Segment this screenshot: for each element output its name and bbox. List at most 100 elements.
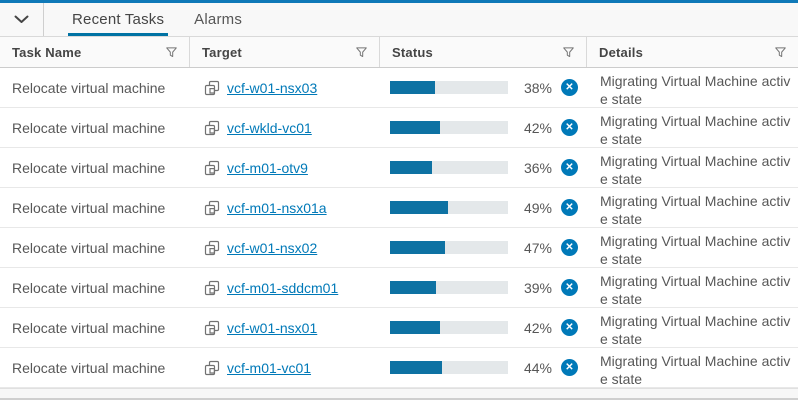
- progress-bar: [390, 81, 508, 94]
- progress-bar: [390, 121, 508, 134]
- target-link[interactable]: vcf-m01-otv9: [227, 159, 308, 176]
- task-name: Relocate virtual machine: [12, 239, 166, 256]
- progress-bar: [390, 361, 508, 374]
- cancel-task-icon[interactable]: ✕: [561, 319, 578, 336]
- column-header-details: Details: [587, 37, 798, 67]
- column-label: Status: [392, 44, 433, 60]
- cancel-task-icon[interactable]: ✕: [561, 79, 578, 96]
- details-cell: Migrating Virtual Machine active state: [587, 148, 798, 187]
- target-cell: vcf-wkld-vc01: [190, 108, 380, 147]
- tasks-table: Task Name Target Status Details: [0, 37, 798, 388]
- progress-bar: [390, 321, 508, 334]
- details-cell: Migrating Virtual Machine active state: [587, 68, 798, 107]
- tab-alarms[interactable]: Alarms: [194, 11, 243, 28]
- tab-recent-tasks[interactable]: Recent Tasks: [68, 3, 169, 36]
- progress-percent: 47%: [523, 239, 552, 256]
- details-cell: Migrating Virtual Machine active state: [587, 108, 798, 147]
- progress-percent: 38%: [523, 79, 552, 96]
- virtual-machine-icon: [204, 240, 220, 256]
- task-name-cell: Relocate virtual machine: [0, 108, 190, 147]
- task-name-cell: Relocate virtual machine: [0, 268, 190, 307]
- status-cell: 47% ✕: [380, 228, 587, 267]
- target-cell: vcf-m01-otv9: [190, 148, 380, 187]
- details-cell: Migrating Virtual Machine active state: [587, 228, 798, 267]
- target-link[interactable]: vcf-wkld-vc01: [227, 119, 312, 136]
- filter-funnel-icon[interactable]: [354, 45, 369, 60]
- progress-percent: 44%: [523, 359, 552, 376]
- table-row: Relocate virtual machine vcf-m01-sddcm01…: [0, 268, 798, 308]
- target-link[interactable]: vcf-w01-nsx02: [227, 239, 318, 256]
- task-name-cell: Relocate virtual machine: [0, 68, 190, 107]
- virtual-machine-icon: [204, 160, 220, 176]
- target-cell: vcf-m01-sddcm01: [190, 268, 380, 307]
- table-row: Relocate virtual machine vcf-wkld-vc01 4…: [0, 108, 798, 148]
- progress-percent: 39%: [523, 279, 552, 296]
- virtual-machine-icon: [204, 280, 220, 296]
- progress-fill: [390, 321, 440, 334]
- target-link[interactable]: vcf-m01-sddcm01: [227, 279, 339, 296]
- task-details: Migrating Virtual Machine active state: [600, 73, 791, 107]
- target-link[interactable]: vcf-m01-nsx01a: [227, 199, 327, 216]
- status-cell: 38% ✕: [380, 68, 587, 107]
- table-row: Relocate virtual machine vcf-m01-nsx01a …: [0, 188, 798, 228]
- cancel-task-icon[interactable]: ✕: [561, 279, 578, 296]
- cancel-task-icon[interactable]: ✕: [561, 199, 578, 216]
- task-details: Migrating Virtual Machine active state: [600, 273, 791, 307]
- task-name: Relocate virtual machine: [12, 119, 166, 136]
- target-link[interactable]: vcf-w01-nsx01: [227, 319, 318, 336]
- filter-funnel-icon[interactable]: [561, 45, 576, 60]
- task-name: Relocate virtual machine: [12, 199, 166, 216]
- progress-percent: 42%: [523, 319, 552, 336]
- table-row: Relocate virtual machine vcf-w01-nsx02 4…: [0, 228, 798, 268]
- target-cell: vcf-w01-nsx01: [190, 308, 380, 347]
- virtual-machine-icon: [204, 80, 220, 96]
- column-header-task-name: Task Name: [0, 37, 190, 67]
- progress-bar: [390, 161, 508, 174]
- table-body: Relocate virtual machine vcf-w01-nsx03 3…: [0, 68, 798, 388]
- table-row: Relocate virtual machine vcf-w01-nsx01 4…: [0, 308, 798, 348]
- progress-percent: 36%: [523, 159, 552, 176]
- virtual-machine-icon: [204, 200, 220, 216]
- cancel-task-icon[interactable]: ✕: [561, 119, 578, 136]
- progress-fill: [390, 201, 448, 214]
- collapse-panel-button[interactable]: [0, 3, 44, 36]
- task-details: Migrating Virtual Machine active state: [600, 353, 791, 387]
- task-name: Relocate virtual machine: [12, 279, 166, 296]
- task-name-cell: Relocate virtual machine: [0, 308, 190, 347]
- status-cell: 44% ✕: [380, 348, 587, 387]
- cancel-task-icon[interactable]: ✕: [561, 159, 578, 176]
- task-name-cell: Relocate virtual machine: [0, 188, 190, 227]
- target-link[interactable]: vcf-m01-vc01: [227, 359, 312, 376]
- column-label: Target: [202, 44, 242, 60]
- target-link[interactable]: vcf-w01-nsx03: [227, 79, 318, 96]
- task-details: Migrating Virtual Machine active state: [600, 193, 791, 227]
- task-details: Migrating Virtual Machine active state: [600, 313, 791, 347]
- panel-bottom-edge: [0, 388, 798, 400]
- tab-list: Recent Tasks Alarms: [44, 3, 257, 36]
- column-header-target: Target: [190, 37, 380, 67]
- table-row: Relocate virtual machine vcf-w01-nsx03 3…: [0, 68, 798, 108]
- progress-fill: [390, 81, 435, 94]
- progress-bar: [390, 201, 508, 214]
- cancel-task-icon[interactable]: ✕: [561, 239, 578, 256]
- panel-top-accent: [0, 0, 798, 3]
- progress-fill: [390, 361, 442, 374]
- target-cell: vcf-w01-nsx02: [190, 228, 380, 267]
- cancel-task-icon[interactable]: ✕: [561, 359, 578, 376]
- details-cell: Migrating Virtual Machine active state: [587, 268, 798, 307]
- filter-funnel-icon[interactable]: [164, 45, 179, 60]
- status-cell: 42% ✕: [380, 308, 587, 347]
- tasks-alarms-tabbar: Recent Tasks Alarms: [0, 3, 798, 37]
- status-cell: 49% ✕: [380, 188, 587, 227]
- virtual-machine-icon: [204, 360, 220, 376]
- virtual-machine-icon: [204, 120, 220, 136]
- task-name-cell: Relocate virtual machine: [0, 148, 190, 187]
- progress-percent: 42%: [523, 119, 552, 136]
- progress-fill: [390, 121, 440, 134]
- task-name-cell: Relocate virtual machine: [0, 348, 190, 387]
- task-name: Relocate virtual machine: [12, 79, 166, 96]
- filter-funnel-icon[interactable]: [773, 45, 788, 60]
- status-cell: 36% ✕: [380, 148, 587, 187]
- target-cell: vcf-w01-nsx03: [190, 68, 380, 107]
- table-row: Relocate virtual machine vcf-m01-otv9 36…: [0, 148, 798, 188]
